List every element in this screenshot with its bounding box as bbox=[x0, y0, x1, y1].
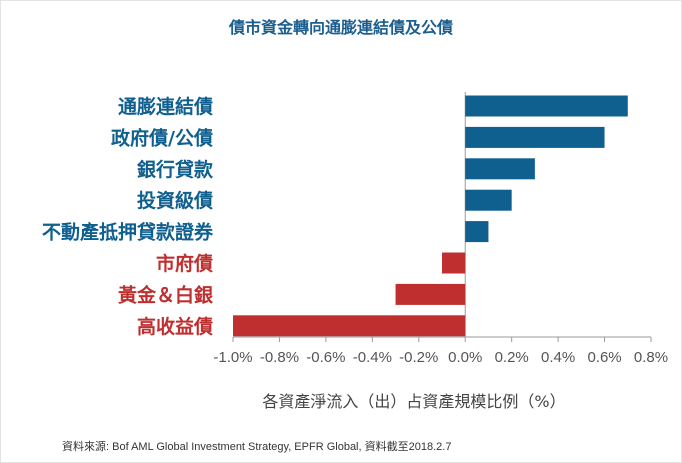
x-tick-labels: -1.0% -0.8% -0.6% -0.4% -0.2% 0.0% 0.2% 0.4% 0.6… bbox=[213, 349, 668, 366]
source-note: 資料來源: Bof AML Global Investment Strategy… bbox=[62, 441, 452, 453]
bar bbox=[465, 189, 512, 211]
category-label: 銀行貸款 bbox=[137, 158, 214, 181]
category-label: 通膨連結債 bbox=[118, 95, 213, 118]
x-axis-label: 各資產淨流入（出）占資產規模比例（%） bbox=[262, 392, 565, 411]
category-label: 不動產抵押貸款證券 bbox=[42, 221, 214, 244]
x-tick-label: -0.4% bbox=[353, 349, 392, 366]
bar bbox=[465, 126, 605, 148]
bar bbox=[465, 95, 628, 117]
category-label: 高收益債 bbox=[137, 315, 213, 338]
category-label: 市府債 bbox=[156, 252, 213, 275]
category-label: 政府債/公債 bbox=[111, 126, 213, 149]
category-label: 投資級債 bbox=[137, 189, 213, 212]
x-tick-label: -1.0% bbox=[213, 349, 252, 366]
x-tick-label: 0.6% bbox=[587, 349, 621, 366]
x-tick-label: 0.8% bbox=[634, 349, 668, 366]
x-tick-label: 0.2% bbox=[495, 349, 529, 366]
bar bbox=[465, 221, 489, 243]
x-tick-label: 0.4% bbox=[541, 349, 575, 366]
x-tick-label: -0.2% bbox=[399, 349, 438, 366]
bar bbox=[442, 252, 466, 274]
bar bbox=[233, 315, 466, 337]
x-tick-label: 0.0% bbox=[448, 349, 482, 366]
chart-bars bbox=[233, 95, 628, 337]
x-tick-label: -0.6% bbox=[306, 349, 345, 366]
bar bbox=[395, 283, 466, 305]
chart-title: 債市資金轉向通膨連結債及公債 bbox=[228, 18, 453, 37]
x-tick-label: -0.8% bbox=[260, 349, 299, 366]
bar bbox=[465, 158, 535, 180]
category-label: 黃金＆白銀 bbox=[118, 283, 213, 306]
